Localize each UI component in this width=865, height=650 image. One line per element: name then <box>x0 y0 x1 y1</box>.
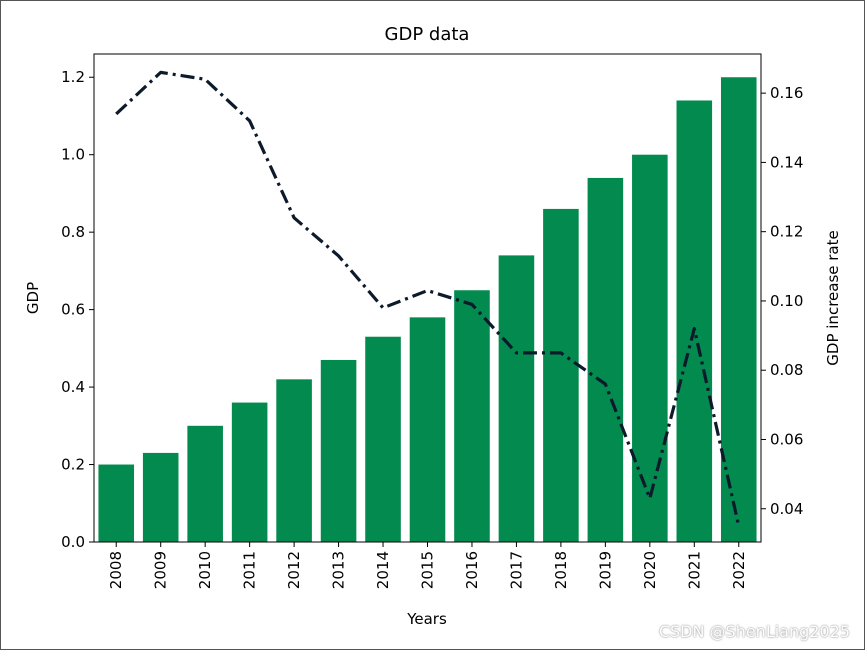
x-tick-label: 2011 <box>241 551 259 589</box>
left-y-axis: 0.0 0.2 0.4 0.6 0.8 1.0 1.2 <box>61 68 94 551</box>
y-tick-label: 1.0 <box>61 146 85 164</box>
x-tick-label: 2022 <box>730 551 748 589</box>
bar-2015 <box>409 317 446 542</box>
y2-tick-label: 0.10 <box>770 292 803 310</box>
x-tick-label: 2012 <box>285 551 303 589</box>
x-tick-label: 2008 <box>107 551 125 589</box>
bar-2021 <box>676 100 713 542</box>
x-tick-label: 2014 <box>374 551 392 589</box>
y-tick-label: 0.0 <box>61 533 85 551</box>
bar-2010 <box>187 425 223 542</box>
y2-tick-label: 0.12 <box>770 223 803 241</box>
x-tick-label: 2018 <box>552 551 570 589</box>
chart-title: GDP data <box>385 24 470 45</box>
x-tick-label: 2009 <box>152 551 170 589</box>
x-axis: 2008 2009 2010 2011 2012 2013 2014 2015 2016 2017… <box>107 542 748 589</box>
y2-tick-label: 0.16 <box>770 84 803 102</box>
y2-tick-label: 0.04 <box>770 500 803 518</box>
bar-2017 <box>498 255 535 542</box>
x-tick-label: 2019 <box>596 551 614 589</box>
bar-2022 <box>720 77 757 542</box>
x-tick-label: 2015 <box>419 551 437 589</box>
bar-2020 <box>632 154 668 542</box>
y2-tick-label: 0.08 <box>770 361 803 379</box>
y2-axis-title: GDP increase rate <box>824 230 842 365</box>
x-tick-label: 2020 <box>641 551 659 589</box>
y-tick-label: 0.4 <box>61 378 85 396</box>
bar-2016 <box>454 290 490 542</box>
y-tick-label: 1.2 <box>61 68 85 86</box>
bar-2014 <box>365 336 401 542</box>
bar-2012 <box>276 379 312 542</box>
bar-2013 <box>320 359 357 542</box>
bar-2011 <box>231 402 268 542</box>
bars-layer <box>98 77 757 542</box>
watermark: CSDN @ShenLiang2025 <box>658 622 850 641</box>
right-y-axis: 0.04 0.06 0.08 0.10 0.12 0.14 0.16 <box>761 84 803 518</box>
x-tick-label: 2013 <box>330 551 348 589</box>
x-tick-label: 2017 <box>507 551 525 589</box>
bar-2019 <box>587 177 624 542</box>
y-tick-label: 0.2 <box>61 456 85 474</box>
bar-2018 <box>543 208 579 542</box>
bar-2008 <box>98 464 135 542</box>
x-tick-label: 2021 <box>685 551 703 589</box>
rate-line <box>115 70 741 527</box>
y2-tick-label: 0.06 <box>770 430 803 448</box>
y-tick-label: 0.8 <box>61 223 85 241</box>
line-layer <box>115 70 741 527</box>
x-tick-label: 2010 <box>196 551 214 589</box>
y2-tick-label: 0.14 <box>770 153 803 171</box>
x-tick-label: 2016 <box>463 551 481 589</box>
bar-2009 <box>142 452 179 542</box>
y-axis-title: GDP <box>24 282 42 314</box>
y-tick-label: 0.6 <box>61 301 85 319</box>
x-axis-title: Years <box>406 610 447 628</box>
